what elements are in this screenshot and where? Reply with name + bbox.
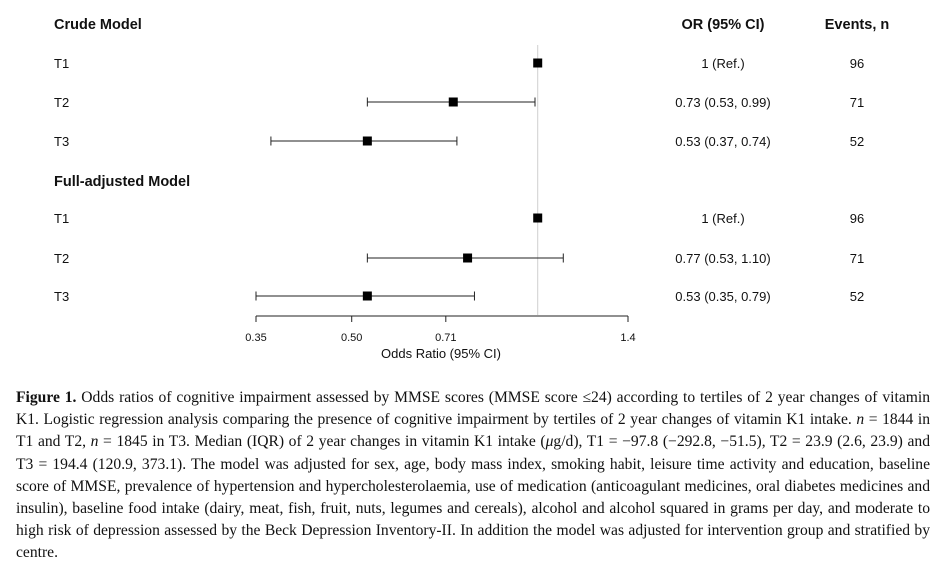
row-label: T3 xyxy=(54,289,69,304)
caption-text-4: g/d), T1 = −97.8 (−292.8, −51.5), T2 = 2… xyxy=(16,433,930,562)
or-value: 0.53 (0.37, 0.74) xyxy=(675,134,770,149)
row-label: T2 xyxy=(54,251,69,266)
x-axis-label: Odds Ratio (95% CI) xyxy=(381,346,501,361)
caption-n-symbol-2: n xyxy=(90,433,99,451)
point-estimate xyxy=(463,253,473,263)
row-label: T1 xyxy=(54,211,69,226)
events-value: 71 xyxy=(850,95,864,110)
events-value: 52 xyxy=(850,134,864,149)
events-value: 96 xyxy=(850,56,864,71)
or-value: 1 (Ref.) xyxy=(701,211,744,226)
row-label: T1 xyxy=(54,56,69,71)
events-value: 96 xyxy=(850,211,864,226)
group-title-adjusted: Full-adjusted Model xyxy=(54,174,190,190)
caption-mu-symbol: μ xyxy=(545,433,554,451)
caption-text-3: = 1845 in T3. Median (IQR) of 2 year cha… xyxy=(98,433,546,451)
group-title-crude: Crude Model xyxy=(54,17,142,33)
x-tick-label: 1.4 xyxy=(620,332,635,344)
point-estimate xyxy=(362,136,372,146)
figure-caption: Figure 1. Odds ratios of cognitive impai… xyxy=(16,387,930,565)
or-value: 0.77 (0.53, 1.10) xyxy=(675,251,770,266)
events-column-header: Events, n xyxy=(825,17,889,33)
forest-plot: Crude Model OR (95% CI) Events, n T1 1 (Ref.… xyxy=(54,17,889,361)
x-tick-label: 0.50 xyxy=(341,332,362,344)
or-value: 0.73 (0.53, 0.99) xyxy=(675,95,770,110)
caption-n-symbol-1: n xyxy=(856,411,865,429)
x-tick-label: 0.35 xyxy=(245,332,266,344)
point-estimate xyxy=(448,97,458,107)
row-label: T3 xyxy=(54,134,69,149)
point-estimate xyxy=(533,58,543,68)
caption-text-2: = 1844 in T1 and T2, xyxy=(16,411,931,451)
events-value: 52 xyxy=(850,289,864,304)
row-label: T2 xyxy=(54,95,69,110)
caption-label: Figure 1. xyxy=(16,389,77,406)
point-estimate xyxy=(362,291,372,301)
point-estimate xyxy=(533,213,543,223)
or-value: 1 (Ref.) xyxy=(701,56,744,71)
caption-text-1: Odds ratios of cognitive impairment asse… xyxy=(16,389,930,429)
or-value: 0.53 (0.35, 0.79) xyxy=(675,289,770,304)
or-column-header: OR (95% CI) xyxy=(682,17,765,33)
x-tick-label: 0.71 xyxy=(435,332,456,344)
events-value: 71 xyxy=(850,251,864,266)
